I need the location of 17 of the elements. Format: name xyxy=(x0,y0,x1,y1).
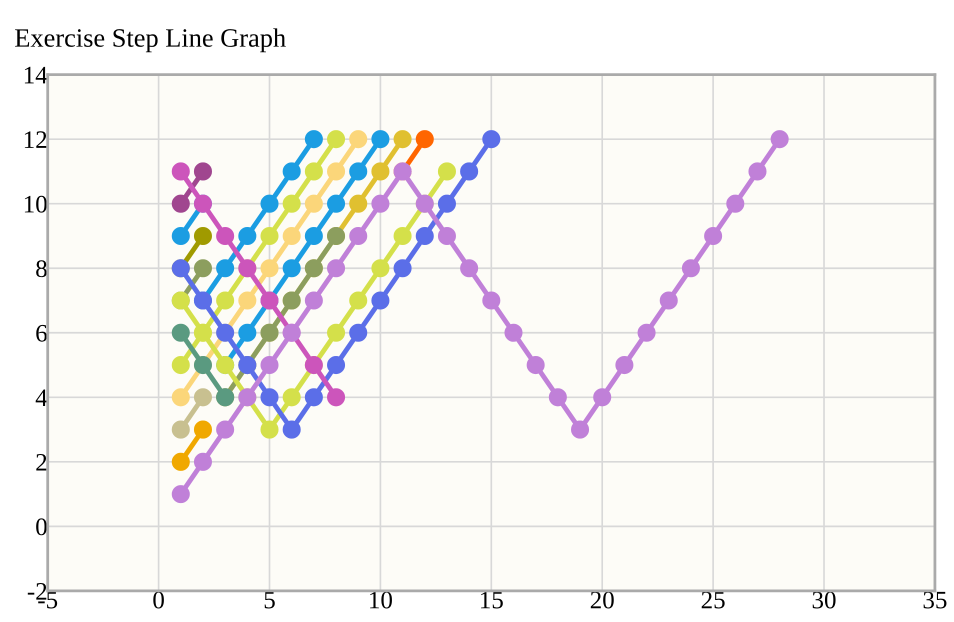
x-tick-label: 5 xyxy=(264,592,275,608)
y-tick-label: 14 xyxy=(24,66,48,84)
y-tick-label: 10 xyxy=(24,196,47,213)
y-tick-label: 8 xyxy=(36,260,47,278)
x-tick-label: 15 xyxy=(481,592,503,608)
y-tick-label: 4 xyxy=(36,390,48,406)
y-tick-label: 0 xyxy=(36,518,47,536)
x-tick-label: 10 xyxy=(370,592,392,608)
x-tick-label: 35 xyxy=(924,592,946,608)
y-tick-label: 12 xyxy=(24,131,46,148)
x-tick-label: 25 xyxy=(702,592,725,608)
y-tick-label: 2 xyxy=(36,454,46,471)
y-tick-label: 6 xyxy=(36,324,47,342)
x-tick-label: 30 xyxy=(812,592,836,608)
chart-title: Exercise Step Line Graph xyxy=(15,28,286,52)
x-tick-label: 0 xyxy=(153,592,164,608)
x-tick-label: 20 xyxy=(590,592,614,608)
